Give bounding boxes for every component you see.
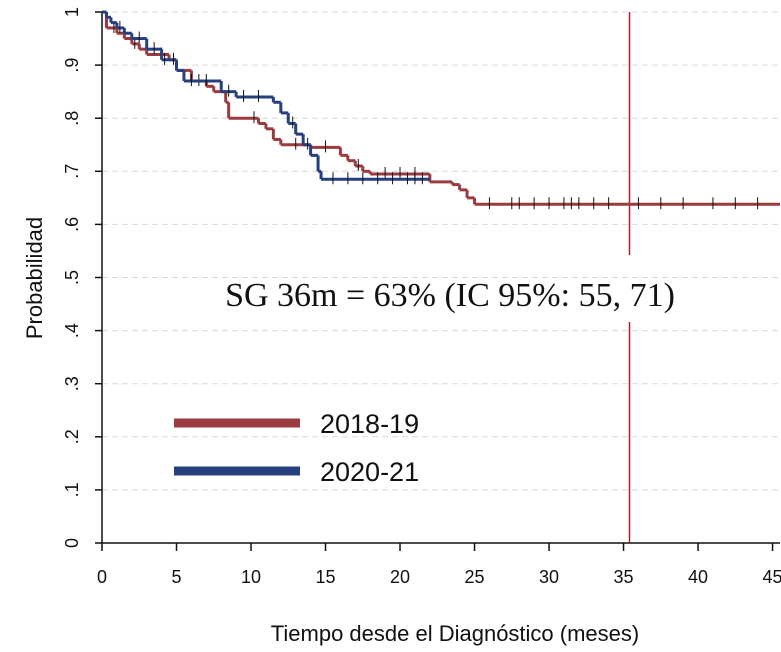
y-tick-label: 0 (62, 538, 82, 548)
x-tick-label: 25 (465, 567, 485, 587)
y-tick-label: .2 (62, 429, 82, 444)
x-tick-label: 5 (171, 567, 181, 587)
x-tick-label: 30 (539, 567, 559, 587)
x-tick-label: 0 (97, 567, 107, 587)
y-tick-label: .7 (62, 164, 82, 179)
y-tick-label: .6 (62, 217, 82, 232)
x-axis-label: Tiempo desde el Diagnóstico (meses) (271, 621, 639, 646)
x-tick-label: 35 (614, 567, 634, 587)
x-tick-label: 20 (390, 567, 410, 587)
legend-label: 2018-19 (320, 409, 419, 439)
y-tick-label: 1 (62, 7, 82, 17)
x-tick-label: 10 (241, 567, 261, 587)
x-tick-label: 15 (316, 567, 336, 587)
x-tick-label: 40 (688, 567, 708, 587)
y-tick-label: .8 (62, 111, 82, 126)
y-tick-label: .1 (62, 482, 82, 497)
y-tick-label: .5 (62, 270, 82, 285)
legend-label: 2020-21 (320, 457, 419, 487)
annotation: SG 36m = 63% (IC 95%: 55, 71) (225, 277, 675, 314)
y-axis-label: Probabilidad (22, 217, 47, 339)
x-tick-label: 45 (763, 567, 781, 587)
y-tick-label: .3 (62, 376, 82, 391)
y-tick-label: .4 (62, 323, 82, 338)
y-tick-label: .9 (62, 58, 82, 73)
